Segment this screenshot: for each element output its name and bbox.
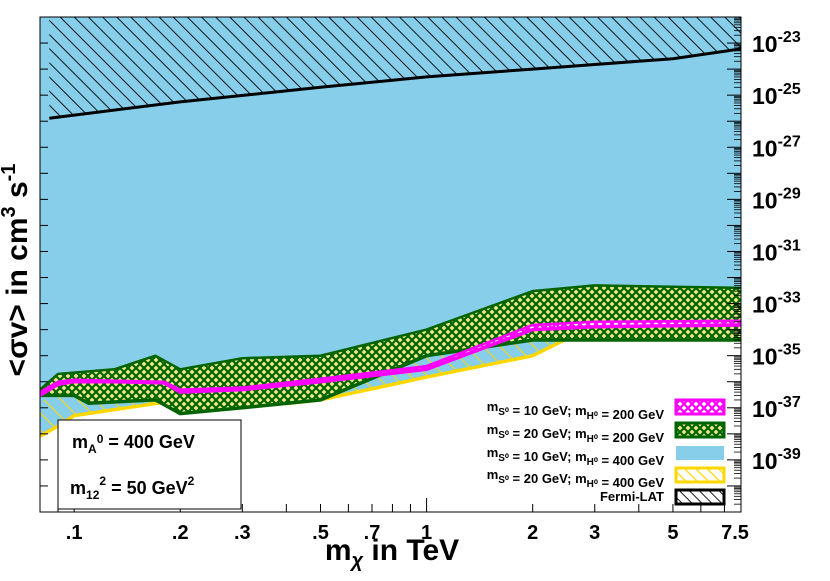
legend-entry: Fermi-LAT <box>600 488 726 506</box>
svg-text:m122 = 50 GeV2: m122 = 50 GeV2 <box>70 474 195 502</box>
x-tick-label: .2 <box>172 522 189 544</box>
series-4 <box>49 17 741 120</box>
legend-swatch <box>674 398 726 416</box>
series-1-lower-line <box>40 338 741 416</box>
legend-entry: mS⁰ = 20 GeV; mH⁰ = 400 GeV <box>487 466 726 490</box>
series-1-upper-line <box>40 284 741 391</box>
legend-swatch <box>674 488 726 506</box>
y-tick-label: 10-23 <box>752 29 801 57</box>
legend-swatch <box>674 466 726 484</box>
y-tick-label: 10-27 <box>752 133 801 161</box>
legend-entry: mS⁰ = 10 GeV; mH⁰ = 200 GeV <box>487 398 726 422</box>
y-tick-label: 10-35 <box>752 342 801 370</box>
y-tick-label: 10-39 <box>752 446 801 474</box>
x-axis-title: mχ in TeV <box>325 534 459 572</box>
y-tick-label: 10-29 <box>752 185 801 213</box>
x-tick-label: 3 <box>589 522 600 544</box>
series-4-lower-line <box>49 47 741 120</box>
y-axis-title: <σv> in cm3 s-1 <box>0 164 34 377</box>
legend-label: mS⁰ = 20 GeV; mH⁰ = 200 GeV <box>487 422 665 445</box>
legend-swatch <box>676 446 724 460</box>
x-tick-label: 1 <box>421 522 432 544</box>
legend-label: mS⁰ = 20 GeV; mH⁰ = 400 GeV <box>487 467 665 490</box>
ticks-layer <box>39 16 741 513</box>
y-tick-label: 10-33 <box>752 290 801 318</box>
x-tick-label: 5 <box>667 522 678 544</box>
legend-label: mS⁰ = 10 GeV; mH⁰ = 400 GeV <box>487 445 665 468</box>
x-tick-label: 2 <box>527 522 538 544</box>
y-tick-labels: 10-23 10-25 10-27 10-29 10-31 10-33 10-35 10-37… <box>752 29 801 474</box>
y-tick-label: 10-25 <box>752 81 801 109</box>
x-tick-label: .5 <box>312 522 329 544</box>
x-tick-label: .1 <box>66 522 83 544</box>
series-4-band <box>49 17 741 119</box>
series-1 <box>40 284 741 416</box>
x-tick-label: .3 <box>234 522 251 544</box>
legend-label: Fermi-LAT <box>600 489 664 504</box>
legend-entry: mS⁰ = 10 GeV; mH⁰ = 400 GeV <box>487 445 724 468</box>
legend-label: mS⁰ = 10 GeV; mH⁰ = 200 GeV <box>487 399 665 422</box>
series-0 <box>40 319 741 397</box>
y-tick-label: 10-31 <box>752 237 801 265</box>
x-tick-label: 7.5 <box>721 522 749 544</box>
series-0-upper-line <box>40 319 741 394</box>
series-1-band <box>40 285 741 414</box>
legend-entry: mS⁰ = 20 GeV; mH⁰ = 200 GeV <box>487 421 726 445</box>
x-tick-label: .7 <box>364 522 381 544</box>
annotation-box: mA0 = 400 GeV m122 = 50 GeV2 <box>57 419 242 510</box>
series-0-lower-line <box>40 323 741 397</box>
plot-frame <box>39 16 742 513</box>
x-tick-labels: .1 .2 .3 .5 .7 1 2 3 5 7.5 <box>66 522 749 544</box>
series-layer <box>40 17 741 438</box>
y-tick-label: 10-37 <box>752 394 801 422</box>
legend-swatch <box>674 421 726 439</box>
